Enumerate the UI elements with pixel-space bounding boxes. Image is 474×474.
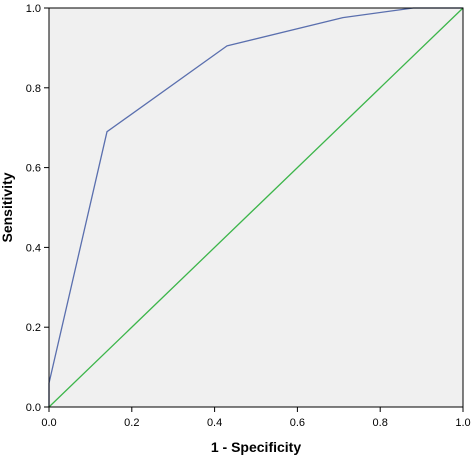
x-tick-label: 0.0 <box>41 417 56 429</box>
x-tick-label: 0.4 <box>207 417 222 429</box>
x-tick-label: 0.2 <box>124 417 139 429</box>
y-tick-label: 0.0 <box>26 402 41 414</box>
x-tick-label: 0.8 <box>373 417 388 429</box>
y-tick-label: 1.0 <box>26 3 41 15</box>
y-tick-label: 0.2 <box>26 322 41 334</box>
ticks-layer: 0.0 0.2 0.4 0.6 0.8 1.0 0.0 0.2 0.4 0.6 0.8 1.0 <box>26 3 471 429</box>
axes-layer <box>48 7 464 408</box>
plot-frame <box>48 7 464 408</box>
y-tick-label: 0.8 <box>26 83 41 95</box>
y-axis-title: Sensitivity <box>0 172 15 242</box>
y-tick-label: 0.4 <box>26 242 41 254</box>
x-tick-label: 0.6 <box>290 417 305 429</box>
y-tick-label: 0.6 <box>26 163 41 175</box>
x-tick-label: 1.0 <box>455 417 470 429</box>
reference-diagonal-line <box>48 7 464 408</box>
x-axis-title: 1 - Specificity <box>211 439 301 455</box>
